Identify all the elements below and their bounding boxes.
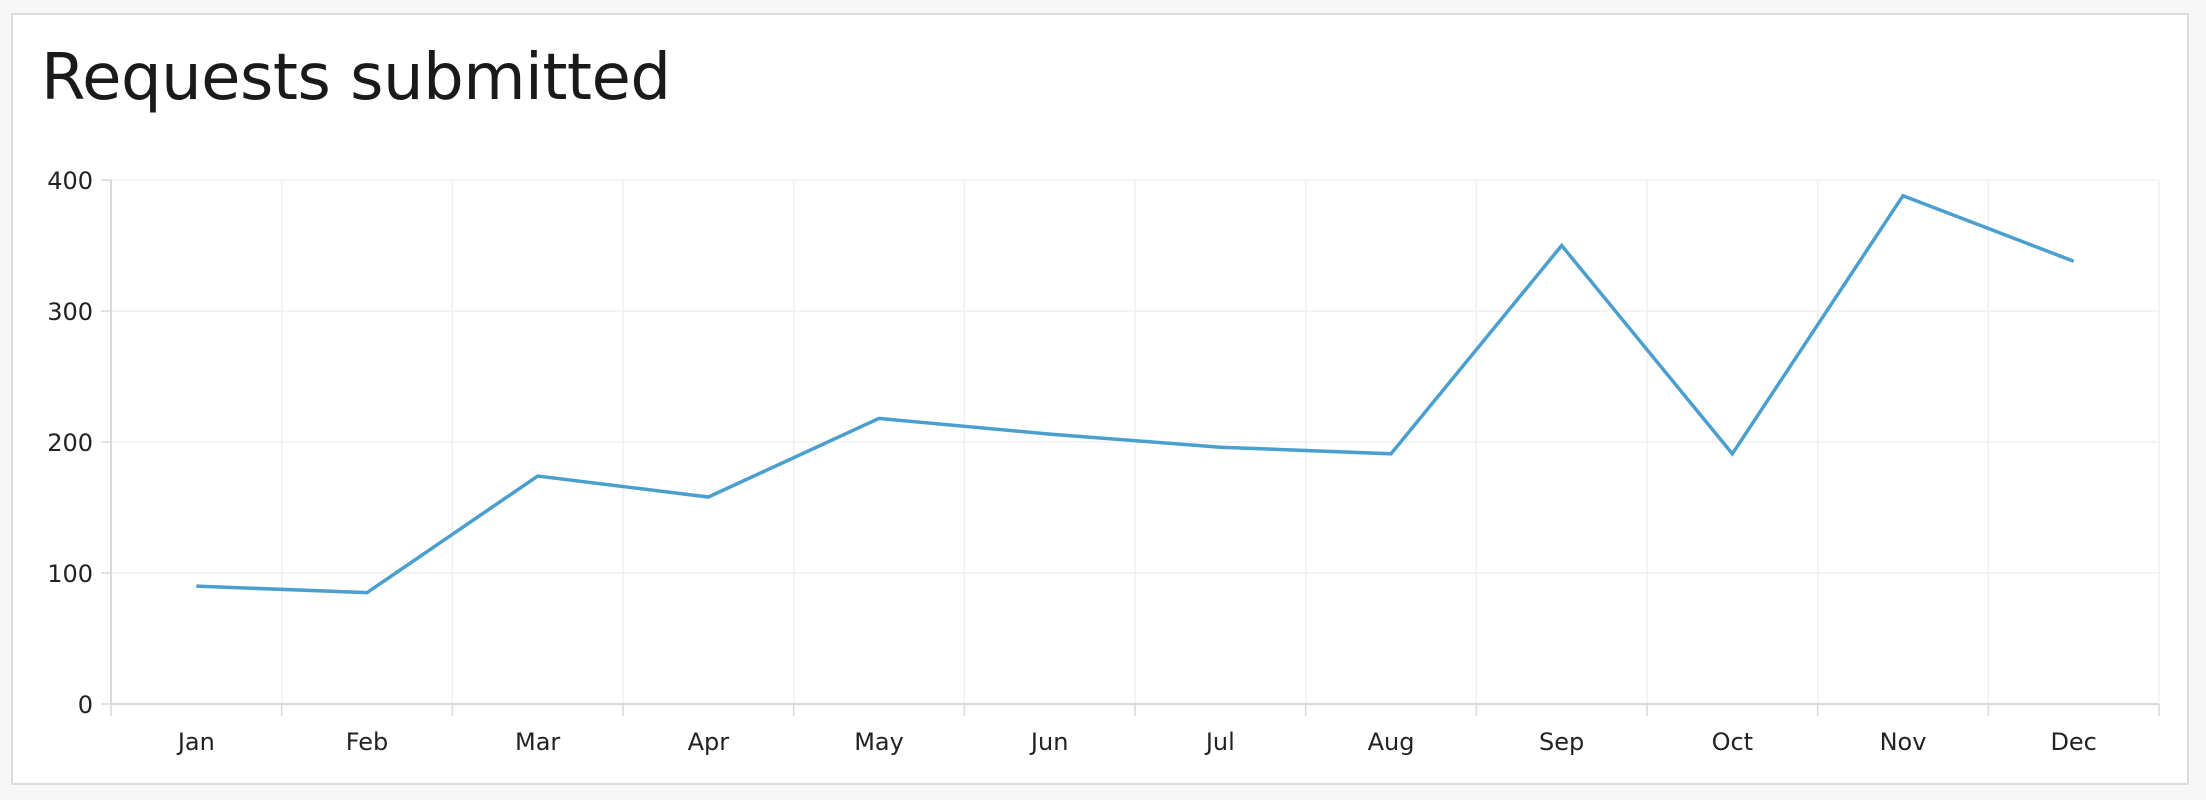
x-tick-label: Apr (688, 728, 730, 756)
chart-card: Requests submitted (11, 13, 2189, 785)
x-tick-label: Aug (1368, 728, 1415, 756)
x-tick-label: Jun (1029, 728, 1069, 756)
y-tick-label: 400 (47, 167, 93, 195)
chart-title: Requests submitted (41, 41, 671, 115)
x-tick-label: Nov (1880, 728, 1927, 756)
x-tick-label: Oct (1712, 728, 1754, 756)
x-tick-label: Mar (515, 728, 560, 756)
x-tick-label: Jan (176, 728, 215, 756)
y-tick-label: 100 (47, 560, 93, 588)
x-tick-label: Dec (2050, 728, 2096, 756)
x-tick-label: Sep (1539, 728, 1584, 756)
y-tick-label: 200 (47, 429, 93, 457)
y-tick-label: 300 (47, 298, 93, 326)
x-tick-label: Feb (346, 728, 389, 756)
y-tick-label: 0 (78, 691, 93, 719)
x-tick-label: Jul (1204, 728, 1235, 756)
series-line (196, 193, 2075, 595)
x-tick-label: May (854, 728, 904, 756)
